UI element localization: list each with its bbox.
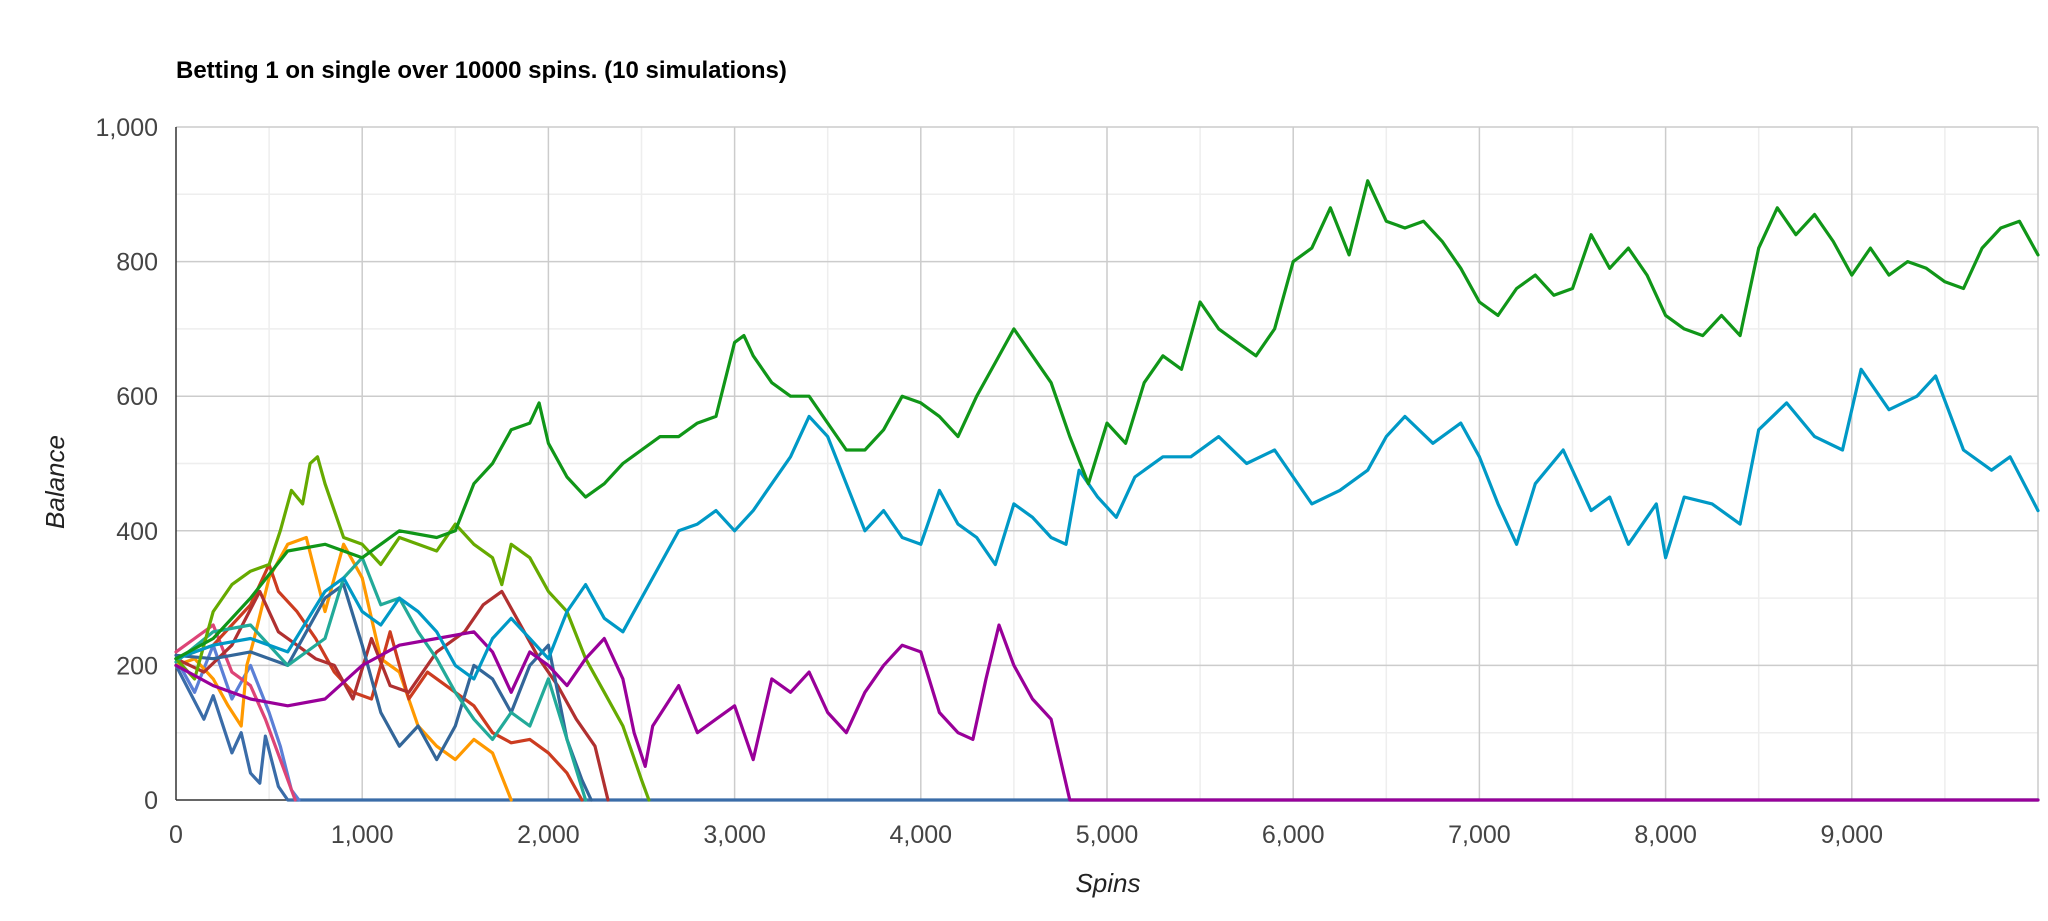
series-line-4 xyxy=(174,535,513,802)
x-tick-label: 9,000 xyxy=(1821,821,1884,849)
series-line-1 xyxy=(174,663,2040,802)
x-tick-label: 7,000 xyxy=(1448,821,1511,849)
x-axis-title: Spins xyxy=(1075,868,1140,898)
x-tick-label: 2,000 xyxy=(517,821,580,849)
series-line-6 xyxy=(174,589,610,802)
y-axis-tick-labels: 0 200 400 600 800 1,000 xyxy=(95,114,158,815)
x-tick-label: 1,000 xyxy=(331,821,394,849)
y-tick-label: 200 xyxy=(116,652,158,680)
x-tick-label: 3,000 xyxy=(703,821,766,849)
y-tick-label: 600 xyxy=(116,383,158,411)
major-gridlines xyxy=(176,126,2038,800)
series-lines xyxy=(174,179,2040,802)
x-tick-label: 6,000 xyxy=(1262,821,1325,849)
y-axis-title: Balance xyxy=(40,435,70,529)
chart-title: Betting 1 on single over 10000 spins. (1… xyxy=(176,57,787,84)
series-line-11 xyxy=(174,367,2040,681)
series-line-5 xyxy=(174,562,584,802)
x-tick-label: 4,000 xyxy=(890,821,953,849)
x-tick-label: 8,000 xyxy=(1634,821,1697,849)
y-tick-label: 400 xyxy=(116,518,158,546)
series-line-10 xyxy=(174,623,2040,802)
y-tick-label: 1,000 xyxy=(95,114,158,142)
series-line-8 xyxy=(174,556,588,802)
x-axis-tick-labels: 0 1,000 2,000 3,000 4,000 5,000 6,000 7,000 8,00… xyxy=(169,821,1883,849)
series-line-12 xyxy=(174,179,2040,661)
x-tick-label: 5,000 xyxy=(1076,821,1139,849)
series-line-3 xyxy=(174,623,297,802)
series-line-9 xyxy=(174,455,651,802)
y-tick-label: 0 xyxy=(144,787,158,815)
x-tick-label: 0 xyxy=(169,821,183,849)
series-line-7 xyxy=(174,583,593,802)
y-tick-label: 800 xyxy=(116,249,158,277)
